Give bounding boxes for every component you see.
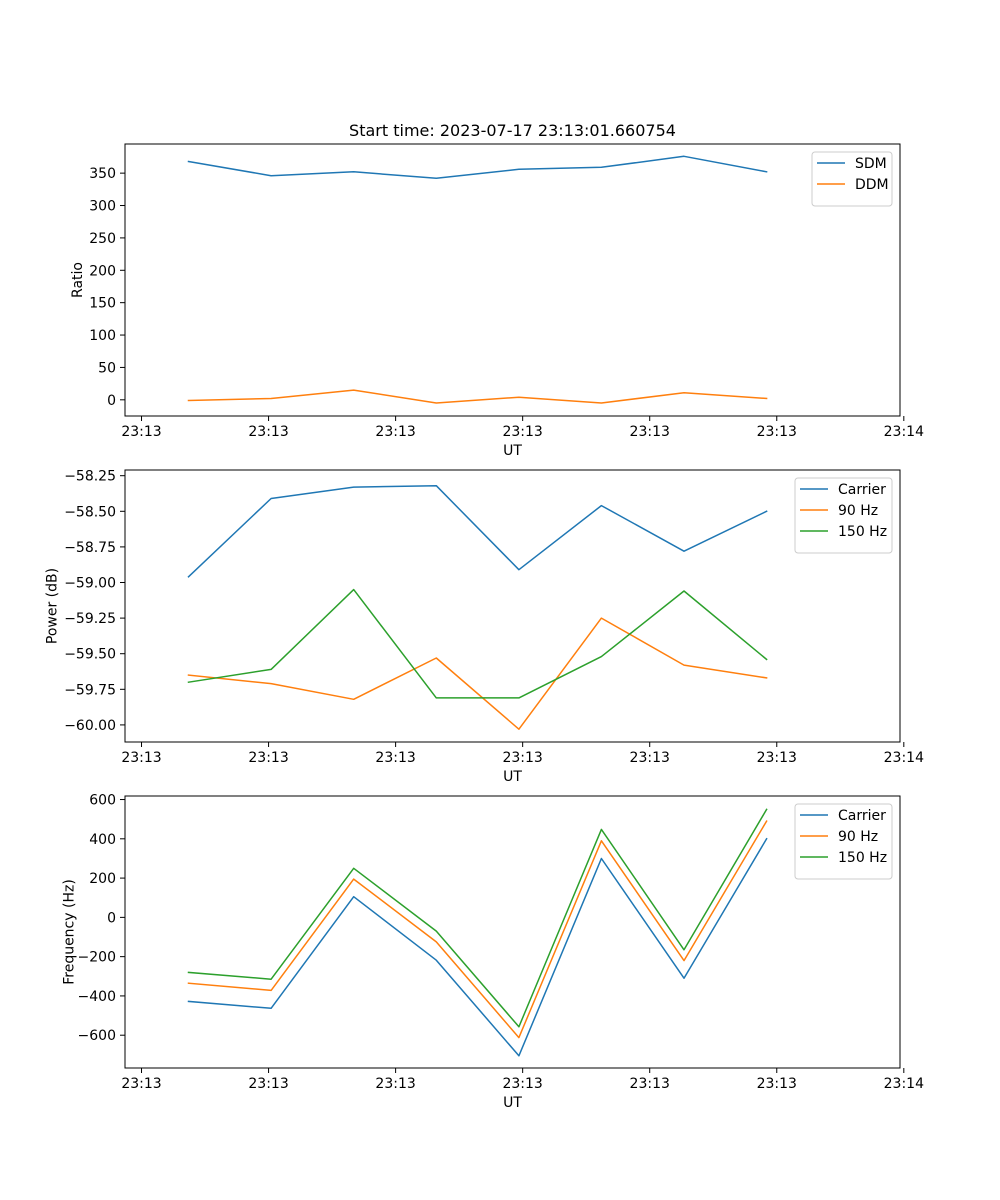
legend-label: 150 Hz: [838, 850, 887, 866]
x-tick-label: 23:13: [630, 424, 670, 440]
x-tick-label: 23:13: [248, 1076, 288, 1092]
legend-box: [794, 803, 893, 880]
x-tick-label: 23:13: [757, 750, 797, 766]
legend-label: SDM: [855, 156, 887, 172]
series-line-90-hz: [187, 617, 768, 730]
y-tick-label: −59.00: [64, 576, 116, 592]
series-line-90-hz: [187, 820, 768, 1039]
x-tick-label: 23:13: [121, 750, 161, 766]
x-tick-label: 23:13: [757, 1076, 797, 1092]
x-tick-label: 23:13: [248, 750, 288, 766]
y-tick-label: −59.50: [64, 647, 116, 663]
legend-label: DDM: [855, 177, 889, 193]
legend-label: Carrier: [838, 808, 886, 824]
y-tick-label: 50: [98, 360, 116, 376]
y-tick-label: −200: [78, 950, 116, 966]
x-tick-label: 23:14: [884, 1076, 924, 1092]
subplot-2: 23:13 23:13 23:13 23:13 23:13 23:13 23:14 −60.0…: [45, 469, 924, 785]
x-tick-label: 23:13: [121, 1076, 161, 1092]
series-line-carrier: [187, 484, 768, 578]
y-tick-label: −59.75: [64, 682, 116, 698]
y-tick-label: 150: [89, 296, 116, 312]
axes-frame: [124, 143, 901, 417]
y-tick-label: 0: [107, 910, 116, 926]
chart-title: Start time: 2023-07-17 23:13:01.660754: [349, 121, 676, 140]
legend: Carrier 90 Hz 150 Hz: [794, 803, 893, 880]
legend: SDM DDM: [811, 151, 893, 207]
y-tick-label: 350: [89, 166, 116, 182]
x-tick-label: 23:13: [121, 424, 161, 440]
series-line-carrier: [187, 837, 768, 1057]
legend-label: 150 Hz: [838, 524, 887, 540]
x-tick-label: 23:13: [375, 750, 415, 766]
legend-label: 90 Hz: [838, 503, 878, 519]
y-tick-label: −400: [78, 989, 116, 1005]
x-tick-label: 23:13: [248, 424, 288, 440]
x-tick-label: 23:13: [630, 1076, 670, 1092]
panels: 23:13 23:13 23:13 23:13 23:13 23:13 23:14 0 50 10…: [45, 143, 924, 1111]
y-tick-label: 300: [89, 199, 116, 215]
x-tick-label: 23:13: [375, 1076, 415, 1092]
x-tick-label: 23:13: [630, 750, 670, 766]
x-tick-label: 23:13: [502, 750, 542, 766]
y-axis-label: Ratio: [70, 262, 86, 298]
y-tick-label: 200: [89, 263, 116, 279]
x-axis-label: UT: [503, 1095, 522, 1111]
legend: Carrier 90 Hz 150 Hz: [794, 477, 893, 554]
series-line-150-hz: [187, 808, 768, 1028]
y-tick-label: 400: [89, 832, 116, 848]
y-tick-label: 0: [107, 393, 116, 409]
axes-frame: [124, 795, 901, 1069]
x-axis-label: UT: [503, 769, 522, 785]
x-tick-label: 23:14: [884, 750, 924, 766]
y-tick-label: 600: [89, 793, 116, 809]
subplot-1: 23:13 23:13 23:13 23:13 23:13 23:13 23:14 0 50 10…: [70, 143, 924, 459]
y-tick-label: −600: [78, 1028, 116, 1044]
series-line-sdm: [187, 155, 768, 180]
series-line-150-hz: [187, 588, 768, 699]
y-tick-label: −59.25: [64, 611, 116, 627]
y-tick-label: −58.25: [64, 469, 116, 485]
x-tick-label: 23:13: [375, 424, 415, 440]
subplot-3: 23:13 23:13 23:13 23:13 23:13 23:13 23:14 −600 −…: [61, 793, 924, 1111]
y-tick-label: −60.00: [64, 718, 116, 734]
y-tick-label: 250: [89, 231, 116, 247]
series-line-ddm: [187, 389, 768, 404]
y-axis-label: Power (dB): [45, 568, 61, 644]
y-tick-label: −58.75: [64, 540, 116, 556]
x-tick-label: 23:13: [502, 424, 542, 440]
y-tick-label: −58.50: [64, 504, 116, 520]
y-axis-label: Frequency (Hz): [61, 879, 77, 985]
y-tick-label: 100: [89, 328, 116, 344]
x-tick-label: 23:14: [884, 424, 924, 440]
legend-label: Carrier: [838, 482, 886, 498]
legend-box: [811, 151, 893, 207]
x-axis-label: UT: [503, 443, 522, 459]
y-tick-label: 200: [89, 871, 116, 887]
legend-box: [794, 477, 893, 554]
axes-frame: [124, 469, 901, 743]
x-tick-label: 23:13: [502, 1076, 542, 1092]
x-tick-label: 23:13: [757, 424, 797, 440]
legend-label: 90 Hz: [838, 829, 878, 845]
